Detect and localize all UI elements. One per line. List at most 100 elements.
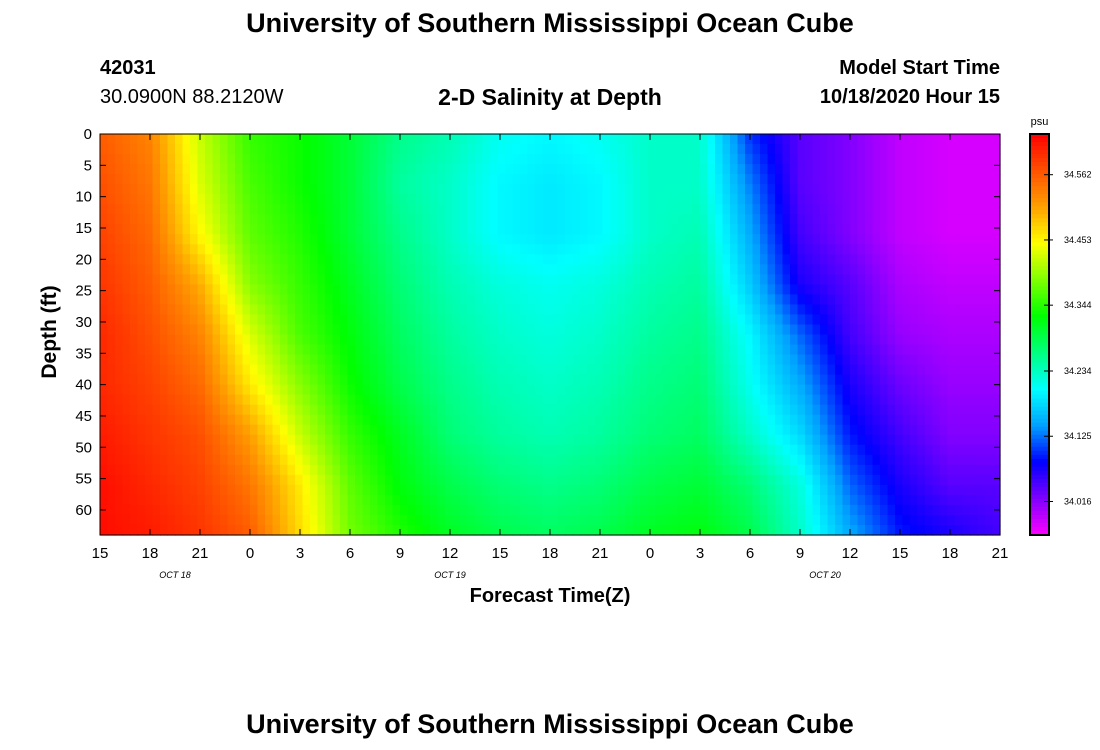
heatmap-cell — [520, 464, 529, 476]
heatmap-cell — [145, 374, 154, 386]
heatmap-cell — [925, 404, 934, 416]
heatmap-cell — [347, 164, 356, 175]
heatmap-cell — [917, 144, 926, 155]
heatmap-cell — [790, 474, 799, 486]
heatmap-cell — [685, 274, 694, 285]
heatmap-cell — [895, 424, 904, 436]
heatmap-cell — [940, 204, 949, 215]
heatmap-cell — [167, 194, 176, 205]
heatmap-cell — [640, 384, 649, 396]
heatmap-cell — [287, 274, 296, 285]
heatmap-cell — [617, 494, 626, 506]
heatmap-cell — [250, 394, 259, 406]
heatmap-cell — [707, 514, 716, 526]
heatmap-cell — [145, 474, 154, 486]
heatmap-cell — [752, 154, 761, 165]
heatmap-cell — [475, 234, 484, 245]
heatmap-cell — [602, 304, 611, 316]
heatmap-cell — [137, 474, 146, 486]
heatmap-cell — [512, 414, 521, 426]
heatmap-cell — [482, 434, 491, 446]
heatmap-cell — [610, 344, 619, 356]
heatmap-cell — [790, 224, 799, 235]
heatmap-cell — [122, 514, 131, 526]
heatmap-cell — [797, 204, 806, 215]
heatmap-cell — [947, 434, 956, 446]
heatmap-cell — [677, 474, 686, 486]
heatmap-cell — [512, 174, 521, 185]
heatmap-cell — [782, 374, 791, 386]
heatmap-cell — [670, 314, 679, 326]
heatmap-cell — [347, 514, 356, 526]
heatmap-cell — [265, 324, 274, 336]
heatmap-cell — [295, 234, 304, 245]
heatmap-cell — [940, 174, 949, 185]
heatmap-cell — [520, 324, 529, 336]
heatmap-cell — [985, 214, 994, 225]
heatmap-cell — [385, 344, 394, 356]
heatmap-cell — [407, 414, 416, 426]
heatmap-cell — [872, 214, 881, 225]
heatmap-cell — [257, 494, 266, 506]
heatmap-cell — [580, 194, 589, 205]
heatmap-cell — [167, 314, 176, 326]
heatmap-cell — [422, 524, 431, 536]
heatmap-cell — [467, 284, 476, 296]
heatmap-cell — [212, 304, 221, 316]
heatmap-cell — [325, 334, 334, 346]
colorbar-segment — [1030, 450, 1049, 456]
heatmap-cell — [670, 404, 679, 416]
heatmap-cell — [347, 314, 356, 326]
heatmap-cell — [797, 184, 806, 195]
heatmap-cell — [535, 204, 544, 215]
heatmap-cell — [910, 354, 919, 366]
heatmap-cell — [992, 164, 1001, 175]
heatmap-cell — [332, 144, 341, 155]
heatmap-cell — [820, 194, 829, 205]
heatmap-cell — [985, 444, 994, 456]
heatmap-cell — [857, 444, 866, 456]
heatmap-cell — [707, 394, 716, 406]
heatmap-cell — [265, 364, 274, 376]
heatmap-cell — [197, 144, 206, 155]
heatmap-cell — [812, 164, 821, 175]
heatmap-cell — [932, 164, 941, 175]
heatmap-cell — [955, 144, 964, 155]
heatmap-cell — [925, 434, 934, 446]
heatmap-cell — [790, 174, 799, 185]
heatmap-cell — [527, 524, 536, 536]
heatmap-cell — [857, 174, 866, 185]
heatmap-cell — [910, 474, 919, 486]
heatmap-cell — [272, 454, 281, 466]
heatmap-cell — [662, 164, 671, 175]
heatmap-cell — [122, 444, 131, 456]
heatmap-cell — [610, 424, 619, 436]
heatmap-cell — [535, 384, 544, 396]
heatmap-cell — [745, 214, 754, 225]
heatmap-cell — [940, 374, 949, 386]
heatmap-cell — [535, 194, 544, 205]
heatmap-cell — [332, 224, 341, 235]
heatmap-cell — [715, 324, 724, 336]
heatmap-cell — [640, 304, 649, 316]
heatmap-cell — [865, 134, 874, 145]
heatmap-cell — [227, 504, 236, 516]
heatmap-cell — [205, 444, 214, 456]
heatmap-cell — [550, 144, 559, 155]
heatmap-cell — [887, 314, 896, 326]
heatmap-cell — [572, 154, 581, 165]
heatmap-cell — [265, 484, 274, 496]
heatmap-cell — [122, 134, 131, 145]
heatmap-cell — [505, 494, 514, 506]
heatmap-cell — [610, 254, 619, 265]
heatmap-cell — [797, 474, 806, 486]
heatmap-cell — [182, 484, 191, 496]
heatmap-cell — [887, 434, 896, 446]
heatmap-cell — [370, 204, 379, 215]
heatmap-cell — [257, 284, 266, 296]
heatmap-cell — [737, 524, 746, 536]
heatmap-cell — [565, 284, 574, 296]
heatmap-cell — [745, 154, 754, 165]
heatmap-cell — [512, 194, 521, 205]
heatmap-cell — [430, 304, 439, 316]
